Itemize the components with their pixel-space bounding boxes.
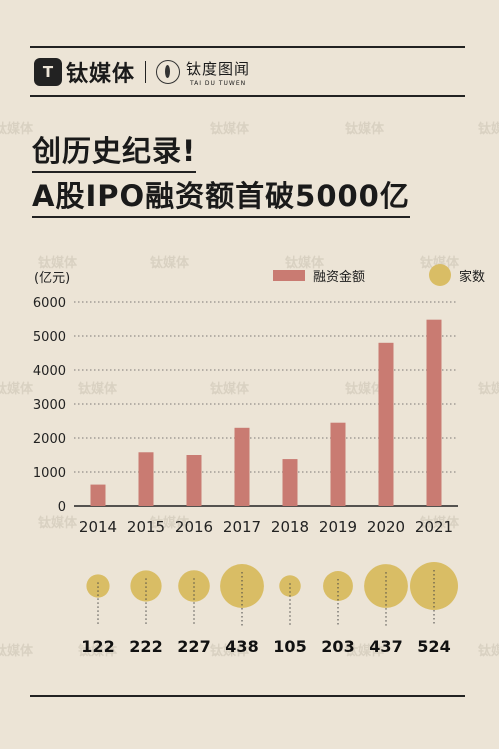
bar-2019 [330,422,346,506]
count-label: 222 [129,637,162,656]
brand-divider [145,61,147,83]
y-tick-label: 6000 [33,296,66,311]
watermark: 钛媒体 [0,644,34,659]
watermark: 钛媒体 [478,644,499,659]
watermark: 钛媒体 [345,644,385,659]
watermark: 钛媒体 [478,122,499,137]
sub-brand-english: TAI DU TUWEN [189,79,247,87]
watermark: 钛媒体 [345,382,385,397]
bar-2018 [282,459,298,506]
watermark: 钛媒体 [420,516,460,531]
count-label: 227 [177,637,210,656]
legend-label-amount: 融资金额 [313,269,366,285]
bar-2017 [234,427,250,506]
x-tick-label: 2019 [319,518,357,536]
bubble-2019 [323,571,353,601]
count-label: 203 [321,637,354,656]
y-tick-label: 5000 [33,330,66,345]
y-tick-label: 0 [58,500,66,515]
bubble-2017 [220,564,264,608]
eye-logo-icon [156,60,181,84]
sub-brand: 钛度图闻 TAI DU TUWEN [186,58,250,87]
chart-legend: 融资金额 家数 [273,264,485,286]
watermark: 钛媒体 [210,382,250,397]
watermark: 钛媒体 [0,122,34,137]
y-axis-label: (亿元) [34,271,70,286]
watermark: 钛媒体 [78,644,118,659]
y-tick-label: 1000 [33,466,66,481]
watermark: 钛媒体 [345,122,385,137]
x-tick-label: 2015 [127,518,165,536]
x-tick-label: 2020 [367,518,405,536]
x-tick-label: 2021 [415,518,453,536]
page-title-line2: A股IPO融资额首破5000亿 [32,173,410,218]
watermark: 钛媒体 [150,256,190,271]
bar-2016 [186,455,202,506]
brand-name: 钛媒体 [66,62,136,87]
brand-logo-icon: T [34,58,62,86]
sub-brand-name: 钛度图闻 [186,59,251,78]
count-label: 524 [417,637,450,656]
bar-2015 [138,452,154,506]
x-tick-label: 2016 [175,518,213,536]
count-label: 437 [369,637,402,656]
bar-2020 [378,342,394,506]
legend-bubble-swatch [429,264,452,286]
count-label: 105 [273,637,306,656]
x-tick-label: 2014 [79,518,117,536]
watermark: 钛媒体 [150,516,190,531]
bubble-2020 [364,564,408,608]
watermark: 钛媒体 [38,256,78,271]
y-tick-label: 3000 [33,398,66,413]
y-tick-label: 4000 [33,364,66,379]
count-label: 122 [81,637,114,656]
watermark: 钛媒体 [0,382,34,397]
brand-header: T 钛媒体 钛度图闻 TAI DU TUWEN [34,56,250,88]
bar-2014 [90,484,106,506]
watermark: 钛媒体 [420,252,459,271]
watermark: 钛媒体 [38,516,78,531]
count-label: 438 [225,637,258,656]
x-tick-label: 2017 [223,518,261,536]
y-tick-label: 2000 [33,432,66,447]
bar-2021 [426,319,442,506]
bubble-2015 [130,570,162,602]
top-rule [30,46,465,48]
legend-label-count: 家数 [459,269,486,285]
watermark: 钛媒体 [285,256,325,271]
bubble-2018 [279,575,301,597]
watermark: 钛媒体 [210,122,250,137]
header-rule [30,95,465,97]
watermark: 钛媒体 [78,382,118,397]
bottom-rule [30,695,465,697]
bubble-2016 [178,570,210,602]
bubble-2014 [86,574,110,598]
page-title-line1: 创历史纪录! [32,128,197,173]
watermark: 钛媒体 [478,382,499,397]
legend-bar-swatch [273,269,305,281]
x-tick-label: 2018 [271,518,309,536]
watermark: 钛媒体 [210,644,250,659]
